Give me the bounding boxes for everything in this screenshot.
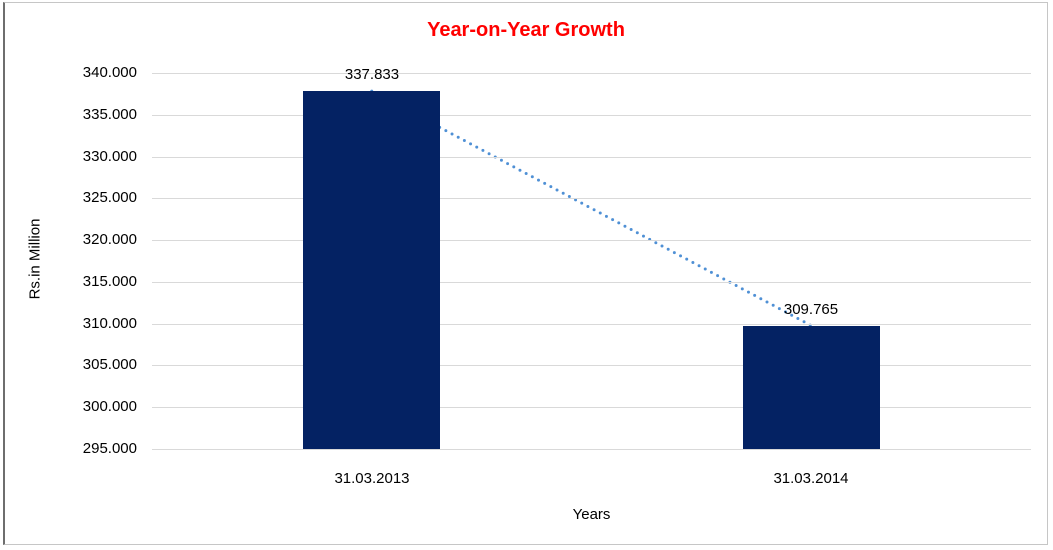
gridline (152, 365, 1031, 366)
bar-data-label: 309.765 (783, 301, 839, 318)
x-axis-tick-label: 31.03.2013 (334, 470, 410, 487)
gridline (152, 449, 1031, 450)
gridline (152, 282, 1031, 283)
trendline-dotted-line (370, 89, 813, 328)
y-axis-tick-label: 335.000 (82, 105, 137, 123)
chart-frame: Year-on-Year Growth Rs.in Million 340.00… (3, 2, 1048, 545)
gridline (152, 157, 1031, 158)
x-axis-tick-label: 31.03.2014 (773, 470, 849, 487)
gridline (152, 324, 1031, 325)
x-axis-title: Years (572, 506, 611, 523)
bar-data-label: 337.833 (344, 66, 400, 83)
y-axis-tick-label: 295.000 (82, 440, 137, 457)
gridline (152, 198, 1031, 199)
y-axis-tick-label: 305.000 (82, 356, 137, 374)
y-axis-tick-label: 340.000 (82, 64, 137, 81)
y-axis-tick-label: 330.000 (82, 147, 137, 165)
chart-title: Year-on-Year Growth (427, 19, 625, 41)
gridline (152, 115, 1031, 116)
plot-area (152, 73, 1031, 450)
gridline (152, 240, 1031, 241)
trendline (370, 89, 813, 328)
y-axis-tick-label: 300.000 (82, 398, 137, 416)
y-axis-tick-label: 315.000 (82, 272, 137, 290)
y-axis-tick-label: 320.000 (82, 231, 137, 249)
y-axis-tick-label: 310.000 (82, 314, 137, 332)
y-axis-tick-label: 325.000 (82, 189, 137, 207)
gridline (152, 407, 1031, 408)
gridline (152, 73, 1031, 74)
bar-31.03.2014 (743, 326, 880, 449)
bar-31.03.2013 (303, 91, 440, 449)
